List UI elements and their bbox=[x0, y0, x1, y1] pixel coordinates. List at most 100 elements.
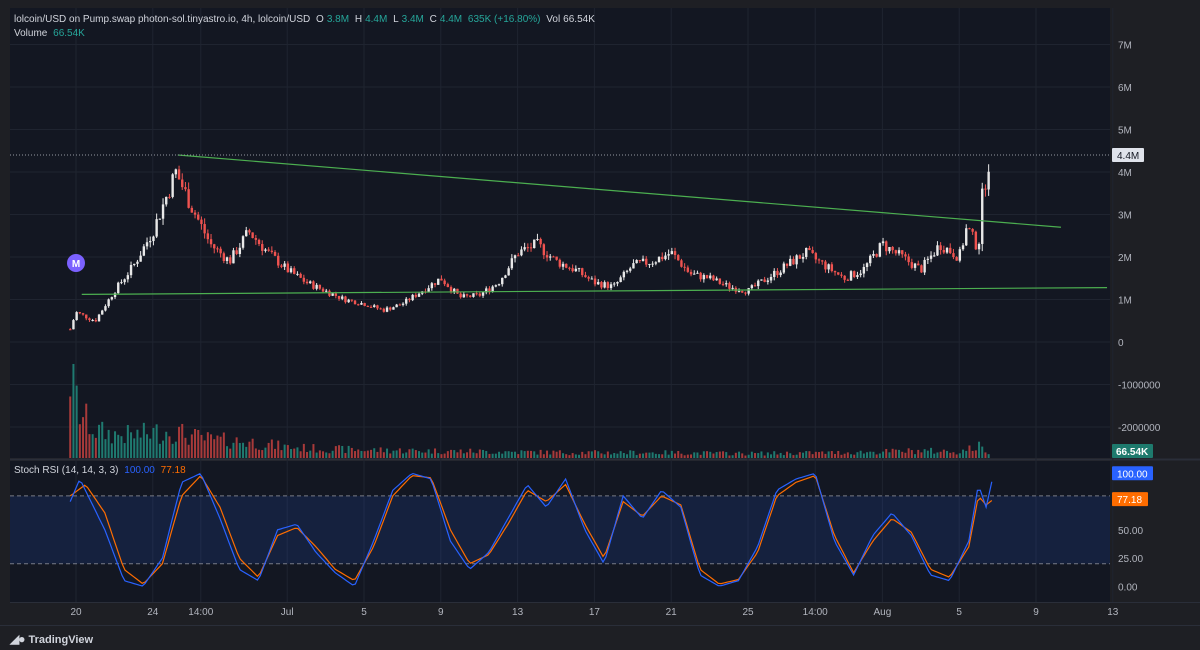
volume-bar bbox=[494, 453, 497, 458]
candle-body bbox=[385, 307, 389, 312]
volume-bar bbox=[578, 454, 581, 458]
volume-bar bbox=[632, 450, 635, 458]
candle-body bbox=[645, 258, 648, 265]
volume-bar bbox=[933, 453, 936, 458]
marker-m[interactable]: M bbox=[67, 254, 85, 272]
volume-bars bbox=[69, 363, 990, 458]
candle-body bbox=[273, 251, 277, 256]
candle-body bbox=[926, 258, 930, 260]
candle-body bbox=[360, 303, 363, 305]
price-tick-label: 1M bbox=[1118, 296, 1132, 307]
candle-body bbox=[622, 271, 626, 278]
volume-bar bbox=[437, 453, 440, 458]
candle-body bbox=[606, 282, 610, 289]
volume-bar bbox=[158, 443, 161, 458]
volume-bar bbox=[341, 445, 344, 458]
volume-bar bbox=[702, 451, 705, 458]
volume-bar bbox=[635, 455, 638, 458]
volume-bar bbox=[514, 451, 517, 458]
candle-body bbox=[437, 278, 440, 285]
candle-body bbox=[760, 279, 763, 281]
candle-body bbox=[792, 258, 795, 265]
volume-bar bbox=[965, 450, 968, 458]
volume-bar bbox=[568, 455, 571, 458]
candle-body bbox=[574, 268, 578, 272]
volume-bar bbox=[987, 454, 990, 458]
candle-body bbox=[715, 278, 718, 281]
candle-body bbox=[910, 262, 914, 268]
candle-body bbox=[904, 254, 907, 257]
volume-bar bbox=[603, 454, 606, 458]
candle-body bbox=[651, 263, 654, 265]
volume-bar bbox=[651, 452, 654, 458]
volume-bar bbox=[619, 451, 622, 458]
candle-body bbox=[968, 228, 971, 230]
candle-body bbox=[571, 268, 574, 272]
candle-body bbox=[350, 299, 354, 301]
candle-body bbox=[277, 255, 280, 266]
candle-body bbox=[485, 288, 488, 293]
volume-bar bbox=[686, 454, 689, 458]
volume-bar bbox=[648, 452, 651, 458]
volume-bar bbox=[488, 453, 491, 458]
candle-body bbox=[523, 247, 526, 250]
candle-body bbox=[744, 292, 747, 294]
close-value: 4.4M bbox=[439, 14, 463, 25]
volume-bar bbox=[315, 452, 318, 458]
candle-body bbox=[85, 314, 88, 319]
candle-body bbox=[520, 249, 523, 256]
volume-bar bbox=[459, 449, 462, 458]
candle-body bbox=[833, 271, 837, 273]
candle-body bbox=[334, 293, 338, 296]
candle-body bbox=[533, 239, 536, 249]
volume-bar bbox=[430, 453, 433, 458]
volume-bar bbox=[306, 451, 309, 458]
volume-bar bbox=[693, 452, 696, 458]
candle-body bbox=[981, 188, 984, 244]
tradingview-logo[interactable]: ◢● TradingView bbox=[10, 632, 93, 646]
candle-body bbox=[731, 287, 734, 289]
volume-bar bbox=[267, 442, 270, 458]
vol-value: 66.54K bbox=[563, 14, 595, 25]
volume-bar bbox=[392, 450, 395, 458]
volume-bar bbox=[974, 450, 977, 458]
candle-body bbox=[152, 236, 155, 242]
candle-body bbox=[549, 256, 552, 258]
volume-bar bbox=[293, 448, 296, 458]
volume-bar bbox=[834, 453, 837, 458]
candle-body bbox=[363, 303, 366, 306]
volume-bar bbox=[936, 452, 939, 458]
candle-body bbox=[536, 238, 539, 240]
candle-body bbox=[699, 272, 702, 280]
candle-body bbox=[939, 245, 942, 250]
volume-bar bbox=[869, 451, 872, 458]
volume-bar bbox=[424, 452, 427, 458]
candle-body bbox=[507, 268, 510, 276]
candle-body bbox=[216, 248, 219, 250]
candle-body bbox=[862, 267, 866, 274]
volume-bar bbox=[219, 436, 222, 458]
volume-bar bbox=[187, 444, 190, 458]
volume-bar bbox=[574, 454, 577, 458]
volume-bar bbox=[184, 437, 187, 458]
volume-bar bbox=[677, 451, 680, 458]
volume-bar bbox=[242, 442, 245, 458]
time-tick-label: 17 bbox=[589, 607, 601, 618]
candle-body bbox=[382, 308, 386, 312]
volume-bar bbox=[984, 452, 987, 458]
volume-bar bbox=[958, 453, 961, 458]
stoch-k-line bbox=[69, 472, 993, 587]
price-tick-label: 5M bbox=[1118, 126, 1132, 137]
volume-bar bbox=[747, 454, 750, 458]
candle-body bbox=[581, 268, 584, 276]
candle-body bbox=[459, 293, 462, 298]
candle-body bbox=[728, 283, 731, 289]
candle-body bbox=[104, 306, 107, 311]
candle-body bbox=[814, 253, 818, 260]
candle-body bbox=[561, 263, 565, 267]
volume-bar bbox=[472, 452, 475, 458]
candle-body bbox=[661, 256, 664, 260]
stoch-header: Stoch RSI (14, 14, 3, 3) 100.00 77.18 bbox=[14, 465, 189, 476]
volume-bar bbox=[946, 450, 949, 458]
